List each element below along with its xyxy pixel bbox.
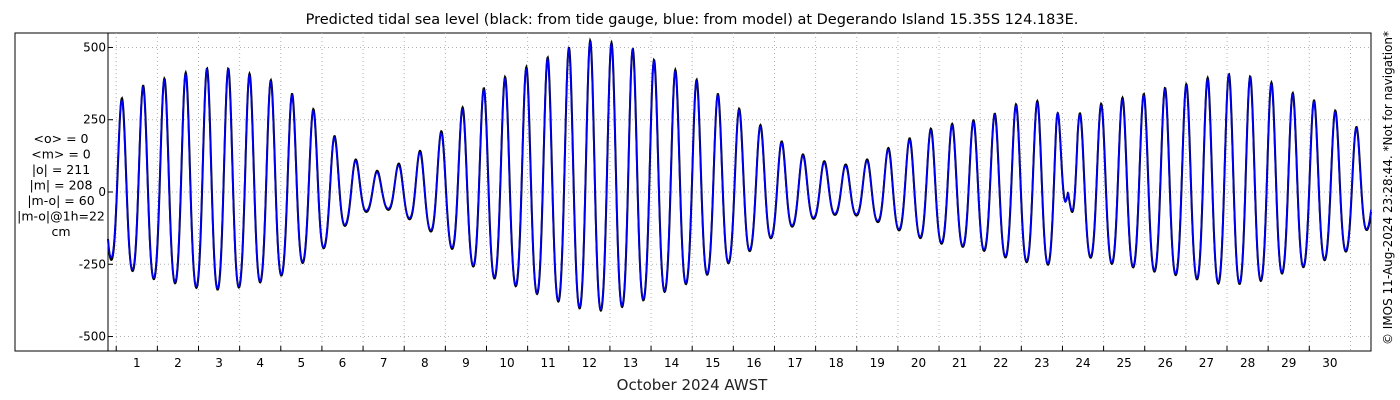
x-tick-label: 29 <box>1281 356 1296 370</box>
x-tick-label: 6 <box>339 356 347 370</box>
x-tick-label: 19 <box>870 356 885 370</box>
stats-line: |m-o|@1h=22 <box>17 209 105 224</box>
x-tick-label: 28 <box>1240 356 1255 370</box>
y-axis: -500 -250 0 250 500 <box>79 40 113 344</box>
x-tick-label: 11 <box>541 356 556 370</box>
x-tick-label: 8 <box>421 356 429 370</box>
x-tick-label: 15 <box>705 356 720 370</box>
x-tick-label: 2 <box>174 356 182 370</box>
y-tick-label: -250 <box>79 257 106 271</box>
series-layer <box>107 37 1372 313</box>
x-tick-label: 5 <box>298 356 306 370</box>
x-tick-label: 23 <box>1034 356 1049 370</box>
copyright-note: © IMOS 11-Aug-2024 23:28:44. *Not for na… <box>1381 31 1395 345</box>
x-tick-label: 13 <box>623 356 638 370</box>
y-tick-label: 500 <box>83 40 106 54</box>
x-tick-label: 7 <box>380 356 388 370</box>
x-tick-label: 25 <box>1117 356 1132 370</box>
y-tick-label: 0 <box>98 185 106 199</box>
x-tick-label: 22 <box>993 356 1008 370</box>
y-tick-label: -500 <box>79 330 106 344</box>
x-tick-label: 1 <box>133 356 141 370</box>
x-tick-label: 18 <box>829 356 844 370</box>
x-tick-label: 9 <box>462 356 470 370</box>
x-tick-label: 21 <box>952 356 967 370</box>
x-tick-label: 30 <box>1322 356 1337 370</box>
x-axis-label: October 2024 AWST <box>617 376 769 394</box>
x-tick-label: 17 <box>787 356 802 370</box>
stats-block: <o> = 0<m> = 0|o| = 211|m| = 208|m-o| = … <box>17 131 105 239</box>
x-tick-label: 10 <box>499 356 514 370</box>
x-axis: 1 2 3 4 5 6 7 8 9 10 11 12 13 14 15 16 17 18 19 20 21 22 23 24 2… <box>115 346 1338 370</box>
x-tick-label: 16 <box>746 356 761 370</box>
x-tick-label: 20 <box>911 356 926 370</box>
stats-line: <o> = 0 <box>34 131 89 146</box>
x-tick-label: 4 <box>256 356 264 370</box>
x-tick-label: 14 <box>664 356 679 370</box>
stats-line: <m> = 0 <box>31 147 91 162</box>
series-line-model <box>107 40 1372 311</box>
y-tick-label: 250 <box>83 113 106 127</box>
x-tick-label: 24 <box>1075 356 1090 370</box>
stats-line: cm <box>51 224 70 239</box>
x-tick-label: 12 <box>582 356 597 370</box>
x-tick-label: 3 <box>215 356 223 370</box>
x-tick-label: 27 <box>1199 356 1214 370</box>
x-tick-label: 26 <box>1158 356 1173 370</box>
stats-line: |m| = 208 <box>30 178 93 193</box>
stats-line: |o| = 211 <box>32 162 90 177</box>
chart-title: Predicted tidal sea level (black: from t… <box>306 12 1079 28</box>
stats-line: |m-o| = 60 <box>27 193 94 208</box>
